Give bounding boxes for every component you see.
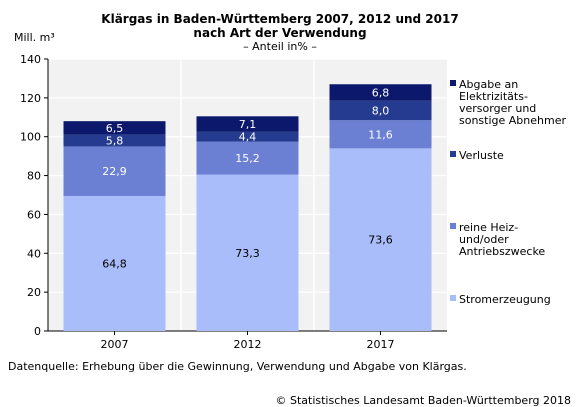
bar-segment-label: 73,6 [368, 234, 393, 247]
bar-segment-label: 73,3 [235, 247, 260, 260]
bar-segment-label: 22,9 [102, 165, 127, 178]
copyright-note: © Statistisches Landesamt Baden-Württemb… [275, 394, 571, 407]
bar-segment [196, 131, 299, 142]
x-tick-label: 2007 [101, 338, 129, 351]
y-axis-unit-label: Mill. m³ [14, 31, 55, 44]
bar-segment-label: 4,4 [239, 131, 257, 144]
bar-segment-label: 6,5 [106, 122, 124, 135]
x-tick-label: 2012 [234, 338, 262, 351]
chart-title-line-1: Klärgas in Baden-Württemberg 2007, 2012 … [101, 12, 458, 26]
y-tick-label: 120 [20, 92, 41, 105]
chart-title-line-2: nach Art der Verwendung [193, 26, 366, 40]
bar-segment [329, 148, 432, 331]
bar-segment-label: 6,8 [372, 87, 390, 100]
bar-segment [63, 121, 166, 135]
legend-label: Elektrizitäts- [459, 90, 528, 103]
legend-label: Antriebszwecke [459, 245, 545, 258]
y-tick-label: 140 [20, 53, 41, 66]
legend-label: reine Heiz- [459, 221, 518, 234]
bar-segment-label: 5,8 [106, 135, 124, 148]
bar-segment-label: 8,0 [372, 104, 390, 117]
bar-segment [196, 116, 299, 132]
y-tick-label: 0 [34, 325, 41, 338]
chart-subtitle: – Anteil in% – [243, 40, 317, 53]
bar-segment [329, 84, 432, 101]
bar-segment-label: 11,6 [368, 128, 393, 141]
bar-segment-label: 15,2 [235, 152, 260, 165]
legend-label: und/oder [459, 233, 509, 246]
legend-swatch [450, 223, 456, 229]
legend-swatch [450, 151, 456, 157]
bar-segment [329, 100, 432, 121]
bar-segment [63, 195, 166, 331]
legend-label: versorger und [459, 102, 536, 115]
legend-swatch [450, 295, 456, 301]
x-tick-label: 2017 [367, 338, 395, 351]
bar-segment-label: 7,1 [239, 118, 257, 131]
source-note: Datenquelle: Erhebung über die Gewinnung… [8, 360, 467, 373]
bar-segment [63, 134, 166, 147]
bar-segment [329, 120, 432, 149]
bar-segment [196, 141, 299, 175]
legend-label: Abgabe an [459, 78, 518, 91]
y-tick-label: 60 [27, 208, 41, 221]
bar-segment [196, 174, 299, 331]
bar-segment [63, 146, 166, 196]
bar-segment-label: 64,8 [102, 257, 127, 270]
legend-swatch [450, 80, 456, 86]
legend-label: sonstige Abnehmer [459, 114, 566, 127]
legend-label: Verluste [459, 149, 504, 162]
y-tick-label: 40 [27, 247, 41, 260]
y-tick-label: 20 [27, 286, 41, 299]
y-tick-label: 80 [27, 170, 41, 183]
y-tick-label: 100 [20, 131, 41, 144]
legend-label: Stromerzeugung [459, 293, 551, 306]
